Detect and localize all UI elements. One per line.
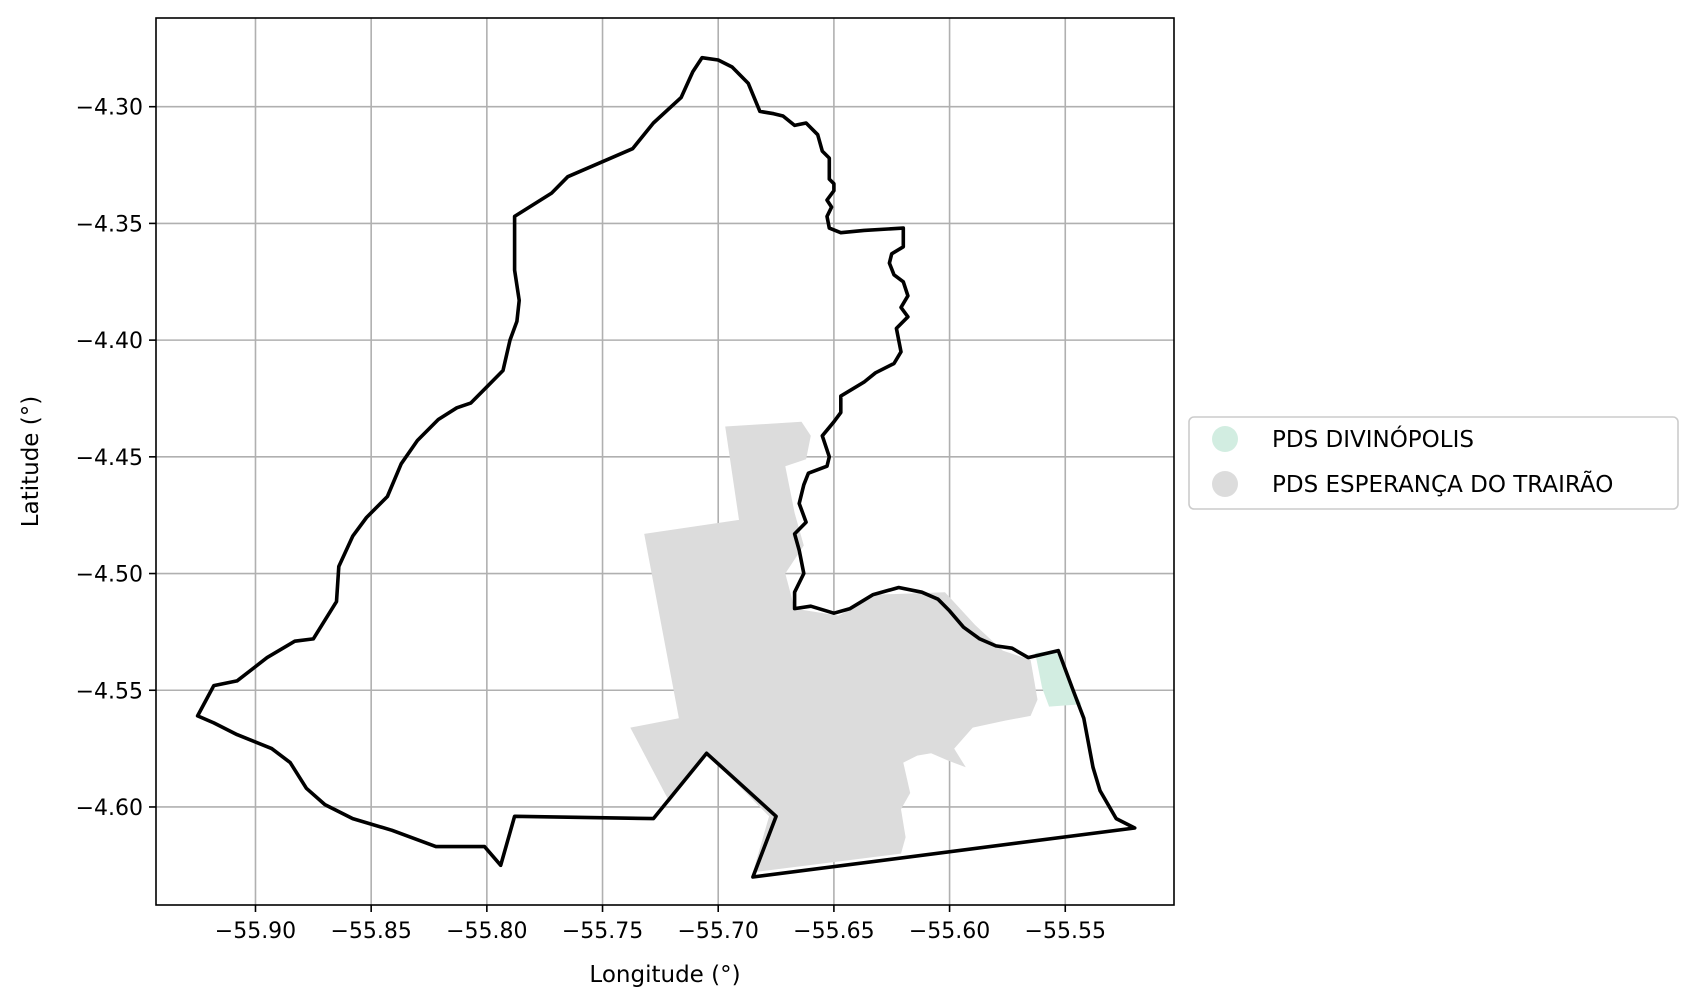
legend-marker — [1212, 471, 1238, 497]
legend: PDS DIVINÓPOLIS PDS ESPERANÇA DO TRAIRÃO — [1188, 416, 1679, 510]
y-tick-label: −4.45 — [76, 446, 143, 471]
legend-label: PDS DIVINÓPOLIS — [1272, 425, 1474, 453]
area-pds-divinopolis — [1035, 650, 1082, 707]
y-tick-label: −4.50 — [76, 563, 143, 588]
y-tick-label: −4.35 — [76, 212, 143, 237]
legend-marker — [1212, 426, 1238, 452]
x-tick-label: −55.80 — [446, 919, 527, 944]
y-tick-label: −4.40 — [76, 329, 143, 354]
plot-frame — [155, 17, 1175, 906]
y-tick-label: −4.60 — [76, 796, 143, 821]
x-tick-label: −55.85 — [330, 919, 411, 944]
x-tick-label: −55.65 — [793, 919, 874, 944]
x-tick-label: −55.75 — [562, 919, 643, 944]
legend-label: PDS ESPERANÇA DO TRAIRÃO — [1272, 470, 1613, 498]
municipality-boundary — [195, 55, 1137, 879]
x-axis-ticks: −55.90 −55.85 −55.80 −55.75 −55.70 −55.65 −55.… — [215, 905, 1106, 944]
y-tick-label: −4.55 — [76, 679, 143, 704]
legend-frame — [1188, 416, 1679, 510]
plot-area — [155, 17, 1175, 906]
y-axis-ticks: −4.30 −4.35 −4.40 −4.45 −4.50 −4.55 −4.60 — [76, 96, 156, 821]
x-tick-label: −55.90 — [215, 919, 296, 944]
area-pds-esperanca-do-trairao — [630, 421, 1038, 873]
map-layers — [630, 421, 1082, 873]
x-axis-label: Longitude (°) — [589, 962, 740, 988]
y-tick-label: −4.30 — [76, 96, 143, 121]
x-tick-label: −55.55 — [1025, 919, 1106, 944]
x-tick-label: −55.70 — [678, 919, 759, 944]
x-tick-label: −55.60 — [909, 919, 990, 944]
y-axis-label: Latitude (°) — [18, 396, 44, 527]
